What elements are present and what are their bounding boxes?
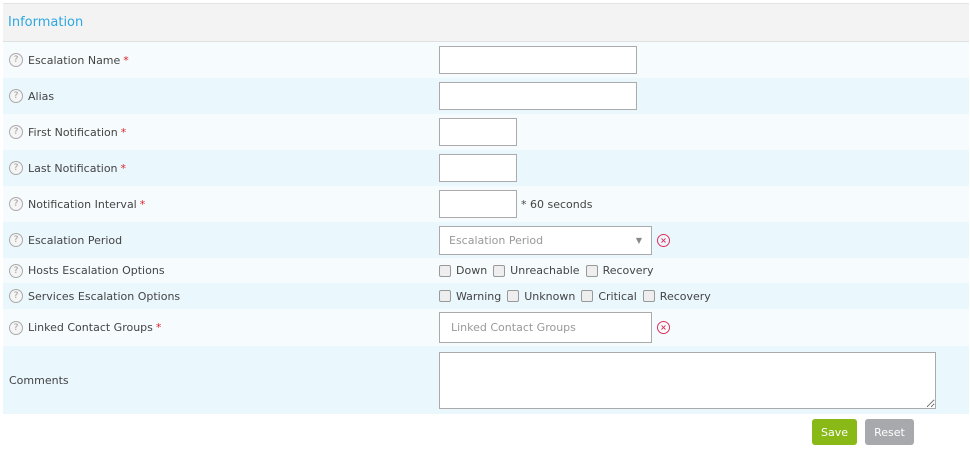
row-hosts-options: ? Hosts Escalation Options Down Unreachab… <box>3 258 969 283</box>
help-icon[interactable]: ? <box>9 289 23 303</box>
help-icon[interactable]: ? <box>9 263 23 278</box>
row-escalation-name: ? Escalation Name * <box>3 42 969 78</box>
checkbox-service-recovery[interactable]: Recovery <box>642 290 711 303</box>
save-button[interactable]: Save <box>812 419 857 445</box>
label: Notification Interval <box>28 197 137 211</box>
label: Hosts Escalation Options <box>28 264 165 277</box>
linked-contact-groups-select[interactable]: Linked Contact Groups <box>439 312 652 343</box>
required-mark: * <box>123 53 129 67</box>
required-mark: * <box>120 125 127 139</box>
row-notification-interval: ? Notification Interval * * 60 seconds <box>3 186 969 222</box>
label: Last Notification <box>28 161 118 175</box>
row-services-options: ? Services Escalation Options Warning Unk… <box>3 283 969 309</box>
required-mark: * <box>120 161 127 175</box>
help-icon[interactable]: ? <box>9 161 23 175</box>
comments-textarea[interactable] <box>439 351 936 409</box>
row-comments: Comments <box>3 346 969 414</box>
caret-down-icon: ▼ <box>635 235 642 245</box>
label: Alias <box>28 89 55 103</box>
row-linked-contact-groups: ? Linked Contact Groups * Linked Contact G… <box>3 309 969 346</box>
checkbox-down[interactable]: Down <box>439 264 487 277</box>
row-first-notification: ? First Notification * <box>3 114 969 150</box>
alias-input[interactable] <box>439 82 637 110</box>
help-icon[interactable]: ? <box>9 233 23 247</box>
checkbox-critical[interactable]: Critical <box>581 290 637 303</box>
row-alias: ? Alias <box>3 78 969 114</box>
escalation-name-input[interactable] <box>439 46 637 74</box>
interval-unit: * 60 seconds <box>521 197 593 211</box>
help-icon[interactable]: ? <box>9 89 23 103</box>
label: Escalation Period <box>28 233 123 247</box>
select-placeholder: Escalation Period <box>449 233 544 247</box>
label: Escalation Name <box>28 53 121 67</box>
checkbox-host-recovery[interactable]: Recovery <box>585 264 654 277</box>
label: First Notification <box>28 125 118 139</box>
first-notification-input[interactable] <box>439 118 517 146</box>
form: Information ? Escalation Name * ? Alias ? Fi… <box>3 3 969 414</box>
required-mark: * <box>139 197 146 211</box>
last-notification-input[interactable] <box>439 154 517 182</box>
clear-icon[interactable]: × <box>657 233 670 247</box>
checkbox-warning[interactable]: Warning <box>439 290 501 303</box>
reset-button[interactable]: Reset <box>865 419 914 445</box>
help-icon[interactable]: ? <box>9 53 23 67</box>
required-mark: * <box>155 321 162 334</box>
label: Linked Contact Groups <box>28 321 153 334</box>
section-header: Information <box>3 3 969 42</box>
label: Services Escalation Options <box>28 289 181 303</box>
clear-icon[interactable]: × <box>657 321 670 334</box>
checkbox-unknown[interactable]: Unknown <box>507 290 575 303</box>
label: Comments <box>9 373 69 387</box>
notification-interval-input[interactable] <box>439 190 517 218</box>
help-icon[interactable]: ? <box>9 320 23 335</box>
checkbox-unreachable[interactable]: Unreachable <box>493 264 580 277</box>
row-last-notification: ? Last Notification * <box>3 150 969 186</box>
escalation-period-select[interactable]: Escalation Period ▼ <box>439 225 652 255</box>
row-escalation-period: ? Escalation Period Escalation Period ▼ × <box>3 222 969 258</box>
help-icon[interactable]: ? <box>9 197 23 211</box>
help-icon[interactable]: ? <box>9 125 23 139</box>
select-placeholder: Linked Contact Groups <box>451 321 576 334</box>
